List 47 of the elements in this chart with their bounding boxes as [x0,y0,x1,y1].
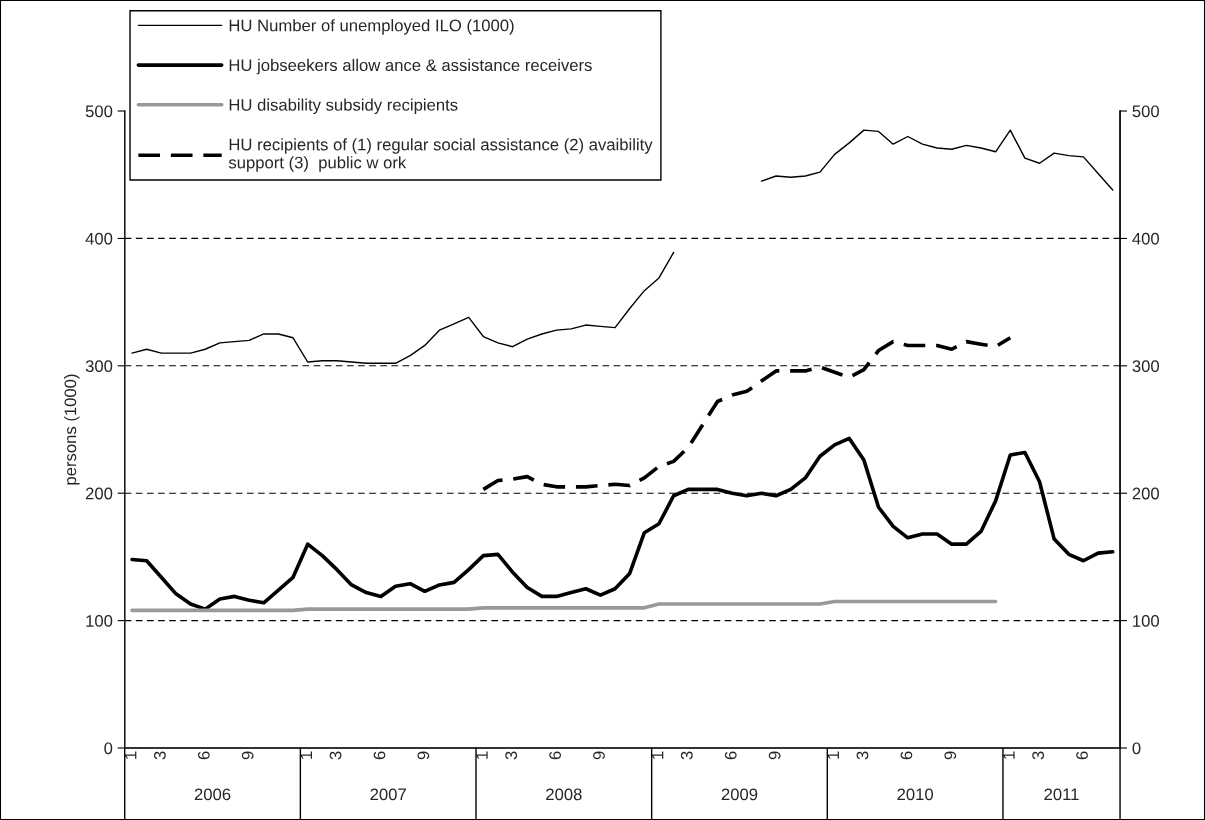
x-tick-label: 1 [651,751,664,759]
y2-tick-label: 0 [1132,742,1141,755]
x-tick-label: 3 [153,751,166,760]
legend-label: HU disability subsidy recipients [229,98,458,115]
x-tick-label: 3 [329,751,342,760]
text: 2008 [546,788,582,801]
x-tick-label: 1 [827,751,839,759]
x-tick-label: 1 [300,751,312,759]
x-tick-label: 9 [417,751,430,760]
y-tick-label: 200 [85,487,113,500]
y-tick-label: 300 [85,360,113,373]
x-tick-label: 6 [1076,751,1088,760]
legend-label: HU jobseekers allow ance & assistance receivers [229,58,592,75]
y-tick-label: 500 [85,105,113,118]
y2-tick-label: 400 [1132,232,1160,245]
y-tick-label: 0 [104,742,113,755]
text: 2011 [1044,788,1079,801]
x-tick-label: 9 [944,751,957,760]
x-tick-label: 6 [549,751,561,760]
x-tick-label: 1 [1003,751,1015,759]
x-tick-label: 6 [197,751,210,760]
y2-tick-label: 500 [1132,105,1160,118]
text: 2006 [194,788,231,801]
y2-tick-label: 200 [1132,487,1160,500]
legend-label: HU Number of unemployed ILO (1000) [229,19,514,35]
x-tick-label: 1 [124,751,137,759]
text: 2010 [897,788,934,801]
x-tick-label: 3 [680,751,693,760]
x-tick-label: 6 [724,751,737,760]
text: 2007 [370,788,406,801]
y2-tick-label: 100 [1133,615,1160,627]
x-tick-label: 9 [768,751,781,760]
x-tick-label: 1 [476,751,488,759]
x-tick-label: 6 [900,751,913,760]
text: 2009 [721,788,758,801]
x-tick-label: 3 [856,751,869,760]
line-series [130,599,998,613]
x-tick-label: 3 [505,751,518,760]
x-tick-label: 9 [241,751,254,760]
y-axis-title: persons (1000) [64,374,80,485]
y2-tick-label: 300 [1132,360,1160,373]
x-tick-label: 9 [593,751,605,760]
x-tick-label: 3 [1032,751,1045,760]
y-tick-label: 100 [86,615,113,627]
legend-label: HU recipients of (1) regular social assistance (2) avaibility support (3) public w ork [228,138,653,172]
x-tick-label: 6 [373,751,386,760]
y-tick-label: 400 [85,232,113,245]
